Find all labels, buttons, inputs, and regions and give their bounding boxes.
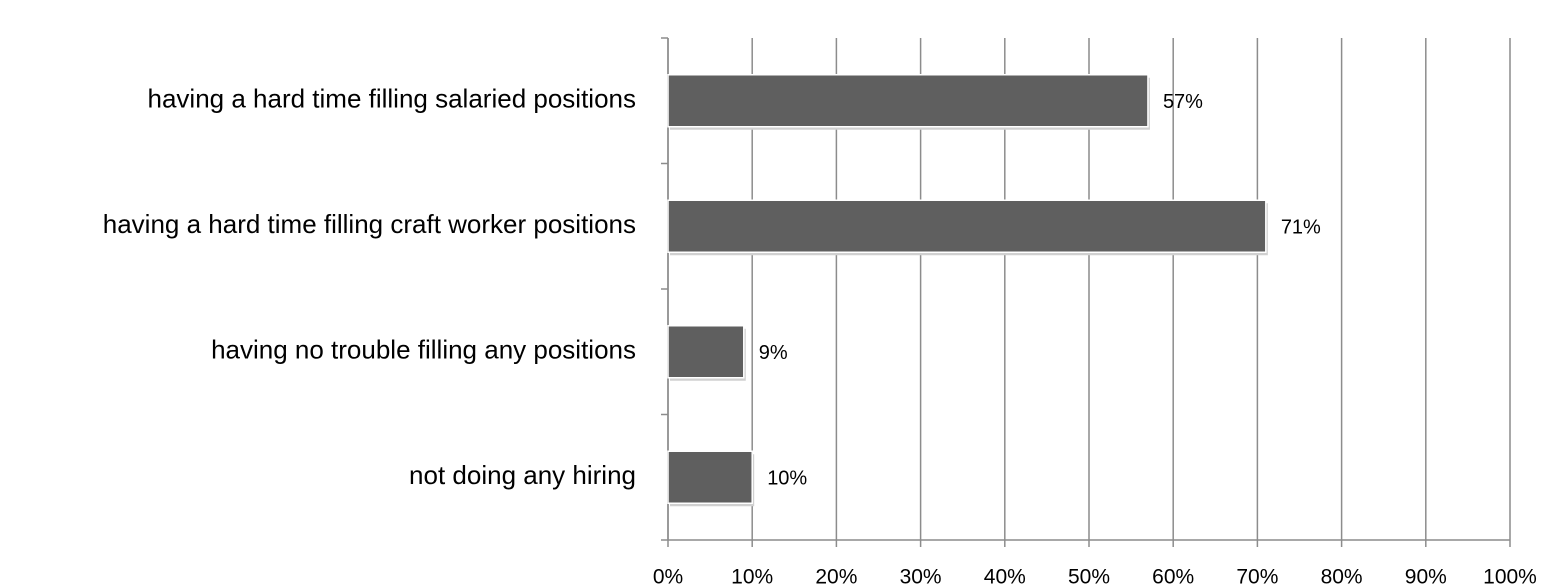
y-tick-label: having no trouble filling any positions [211, 335, 636, 365]
x-tick-label: 70% [1236, 566, 1278, 586]
x-tick-label: 90% [1405, 566, 1447, 586]
x-tick-label: 100% [1483, 566, 1537, 586]
x-tick-label: 20% [815, 566, 857, 586]
y-tick-label: not doing any hiring [409, 460, 636, 490]
bar [667, 74, 1149, 128]
bar [667, 325, 745, 379]
x-tick-label: 60% [1152, 566, 1194, 586]
value-label: 9% [759, 342, 788, 364]
x-tick-label: 0% [653, 566, 683, 586]
value-label: 57% [1163, 91, 1203, 113]
y-tick-label: having a hard time filling salaried posi… [148, 84, 637, 114]
value-label: 10% [767, 468, 807, 490]
y-tick-label: having a hard time filling craft worker … [103, 209, 636, 239]
value-label: 71% [1281, 217, 1321, 239]
x-tick-label: 10% [731, 566, 773, 586]
bar [667, 450, 753, 504]
x-tick-label: 30% [900, 566, 942, 586]
x-tick-label: 50% [1068, 566, 1110, 586]
x-tick-label: 80% [1321, 566, 1363, 586]
bar [667, 199, 1267, 253]
x-tick-label: 40% [984, 566, 1026, 586]
